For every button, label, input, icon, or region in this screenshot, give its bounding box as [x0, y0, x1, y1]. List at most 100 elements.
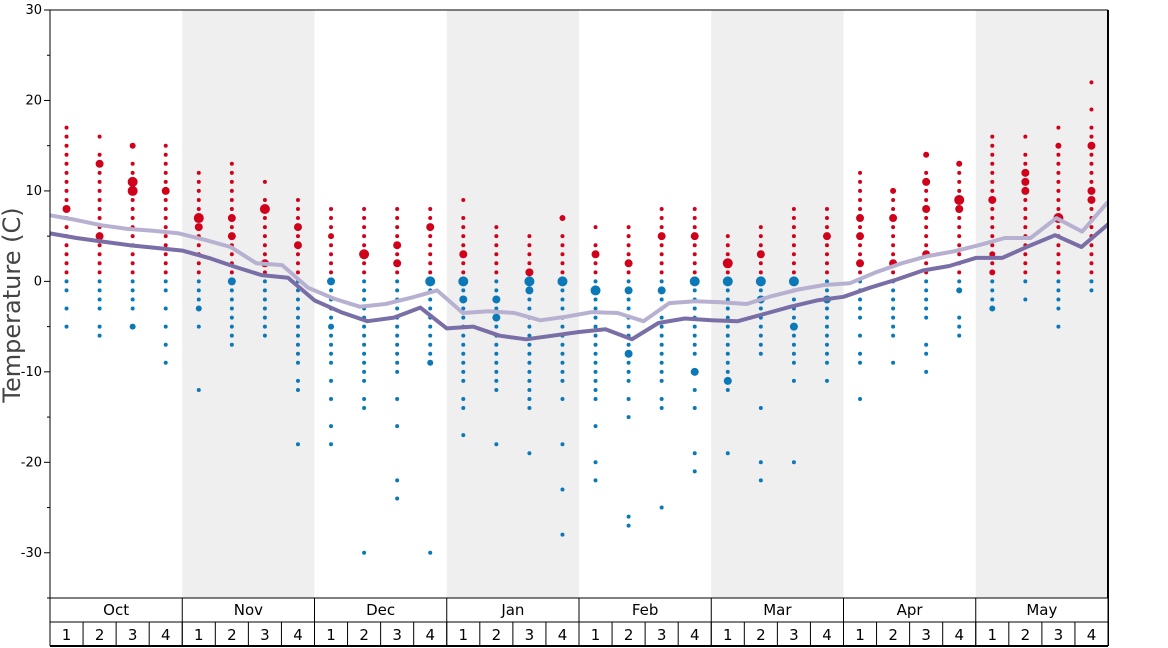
temperature-dot	[64, 225, 69, 230]
temperature-dot	[988, 195, 997, 204]
temperature-dot	[924, 288, 929, 293]
temperature-dot	[891, 324, 896, 329]
temperature-dot	[1089, 107, 1094, 112]
temperature-dot	[97, 288, 102, 293]
temperature-dot	[924, 216, 929, 221]
temperature-dot	[426, 223, 435, 232]
temperature-dot	[428, 234, 433, 239]
temperature-dot	[1089, 161, 1094, 166]
temperature-dot	[593, 270, 598, 275]
temperature-dot	[295, 270, 300, 275]
temperature-dot	[692, 207, 697, 212]
temperature-dot	[1056, 261, 1061, 266]
temperature-dot	[295, 252, 300, 257]
temperature-dot	[791, 333, 796, 338]
temperature-dot	[62, 205, 71, 214]
temperature-dot	[659, 324, 664, 329]
temperature-dot	[858, 333, 863, 338]
temperature-dot	[395, 478, 400, 483]
temperature-dot	[395, 369, 400, 374]
temperature-dot	[97, 188, 102, 193]
temperature-dot	[329, 342, 334, 347]
temperature-dot	[591, 250, 600, 259]
temperature-dot	[163, 288, 168, 293]
y-tick-label: -10	[21, 365, 42, 380]
week-label: 2	[492, 626, 502, 644]
temperature-dot	[193, 213, 204, 224]
temperature-dot	[461, 378, 466, 383]
temperature-dot	[362, 324, 367, 329]
y-tick-label: 20	[25, 93, 42, 108]
temperature-dot	[362, 369, 367, 374]
temperature-dot	[163, 252, 168, 257]
temperature-dot	[858, 207, 863, 212]
temperature-dot	[458, 276, 469, 287]
temperature-dot	[494, 252, 499, 257]
temperature-dot	[127, 176, 138, 187]
temperature-dot	[130, 270, 135, 275]
temperature-dot	[858, 197, 863, 202]
temperature-dot	[428, 207, 433, 212]
temperature-dot	[626, 342, 631, 347]
temperature-dot	[659, 243, 664, 248]
temperature-dot	[957, 270, 962, 275]
temperature-dot	[229, 179, 234, 184]
temperature-dot	[1089, 134, 1094, 139]
temperature-dot	[1056, 270, 1061, 275]
temperature-dot	[955, 205, 964, 214]
week-label: 4	[822, 626, 832, 644]
temperature-dot	[791, 225, 796, 230]
y-axis: -30 -20 -10 0 10 20 30	[21, 3, 1109, 646]
y-tick-label: 10	[25, 184, 42, 199]
temperature-dot	[1023, 261, 1028, 266]
temperature-dot	[560, 396, 565, 401]
temperature-dot	[527, 369, 532, 374]
temperature-dot	[461, 261, 466, 266]
temperature-dot	[824, 225, 829, 230]
temperature-dot	[725, 360, 730, 365]
temperature-dot	[227, 232, 236, 241]
temperature-dot	[329, 225, 334, 230]
temperature-dot	[659, 207, 664, 212]
temperature-dot	[824, 378, 829, 383]
week-label: 1	[326, 626, 336, 644]
temperature-dot	[891, 315, 896, 320]
temperature-dot	[791, 315, 796, 320]
temperature-dot	[858, 297, 863, 302]
temperature-dot	[758, 351, 763, 356]
temperature-dot	[924, 306, 929, 311]
temperature-dot	[758, 306, 763, 311]
temperature-dot	[758, 288, 763, 293]
temperature-dot	[593, 478, 598, 483]
temperature-dot	[957, 315, 962, 320]
temperature-dot	[858, 315, 863, 320]
temperature-dot	[461, 270, 466, 275]
temperature-dot	[97, 306, 102, 311]
temperature-dot	[824, 279, 829, 284]
temperature-dot	[163, 279, 168, 284]
temperature-dot	[527, 297, 532, 302]
temperature-dot	[359, 249, 370, 260]
temperature-dot	[64, 288, 69, 293]
temperature-dot	[858, 243, 863, 248]
temperature-dot	[791, 243, 796, 248]
week-label: 2	[359, 626, 369, 644]
temperature-dot	[824, 261, 829, 266]
temperature-dot	[130, 279, 135, 284]
temperature-dot	[891, 360, 896, 365]
temperature-dot	[329, 424, 334, 429]
temperature-dot	[163, 197, 168, 202]
temperature-dot	[723, 376, 732, 385]
temperature-dot	[758, 406, 763, 411]
temperature-dot	[593, 279, 598, 284]
temperature-dot	[229, 170, 234, 175]
temperature-dot	[957, 170, 962, 175]
temperature-dot	[229, 188, 234, 193]
temperature-dot	[362, 378, 367, 383]
temperature-dot	[196, 387, 201, 392]
temperature-dot	[362, 270, 367, 275]
temperature-dot	[560, 360, 565, 365]
temperature-dot	[891, 207, 896, 212]
temperature-dot	[560, 288, 565, 293]
